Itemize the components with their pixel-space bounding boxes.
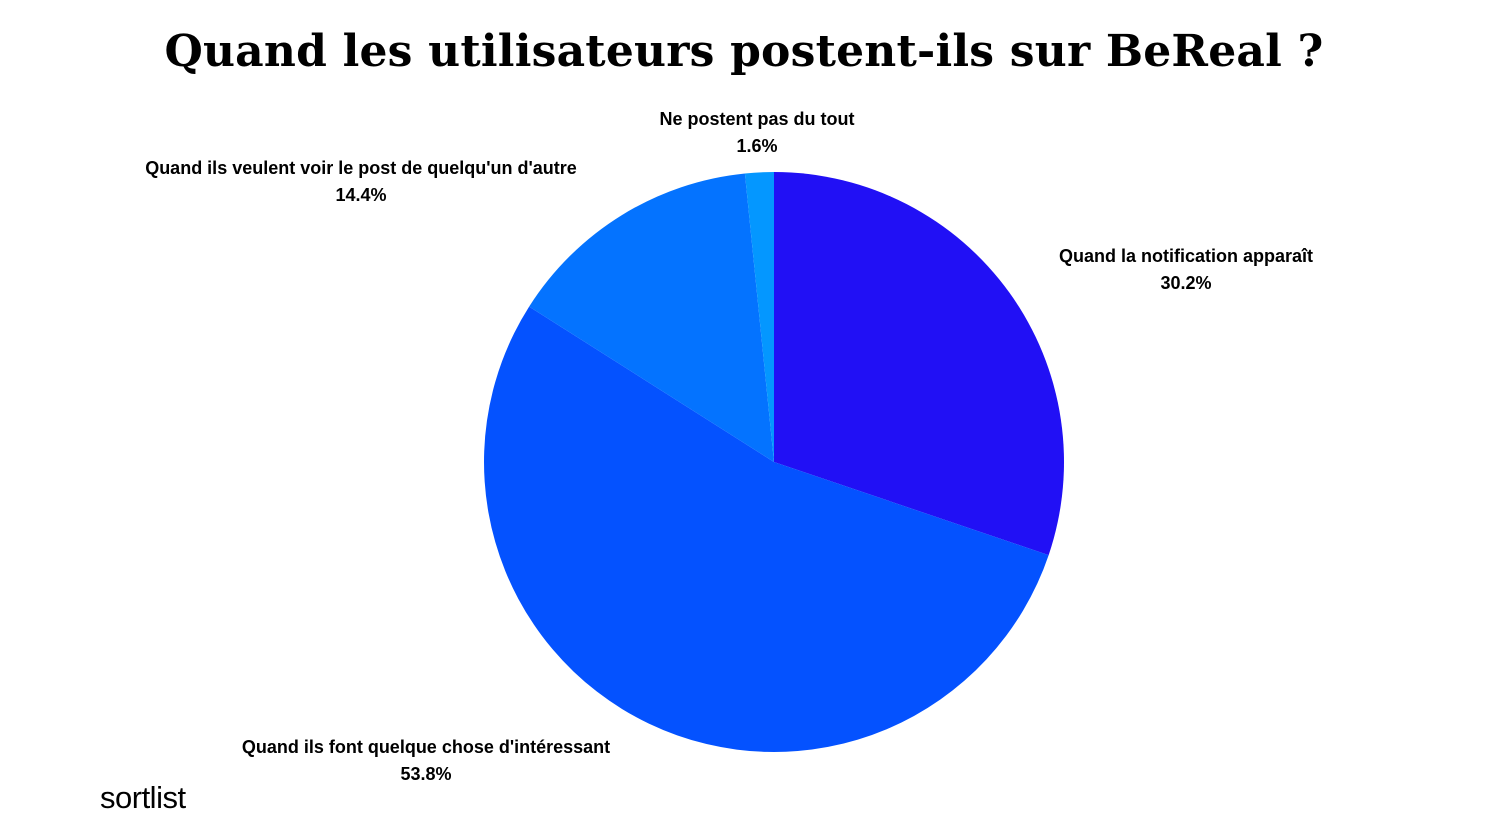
slice-label-value: 14.4% (335, 185, 387, 205)
slice-label-value: 30.2% (1160, 273, 1212, 293)
slice-label-notification: Quand la notification apparaît 30.2% (1059, 243, 1313, 297)
slice-label-name: Quand la notification apparaît (1058, 246, 1314, 266)
sortlist-logo: sortlist (100, 780, 186, 815)
slice-label-name: Quand ils veulent voir le post de quelqu… (145, 158, 577, 178)
chart-title: Quand les utilisateurs postent-ils sur B… (164, 26, 1324, 77)
pie-slice-notification (774, 172, 1065, 556)
slice-label-name: Ne postent pas du tout (659, 109, 855, 129)
slice-label-see-others: Quand ils veulent voir le post de quelqu… (145, 155, 577, 209)
pie-slice-interesting (484, 306, 1049, 752)
pie-slice-never (744, 172, 774, 462)
slice-label-value: 1.6% (736, 136, 778, 156)
pie-slice-see-others (529, 173, 774, 462)
slice-label-value: 53.8% (400, 764, 452, 784)
slice-label-name: Quand ils font quelque chose d'intéressa… (241, 737, 611, 757)
slice-label-interesting: Quand ils font quelque chose d'intéressa… (242, 734, 610, 788)
slice-label-never: Ne postent pas du tout 1.6% (660, 106, 855, 160)
